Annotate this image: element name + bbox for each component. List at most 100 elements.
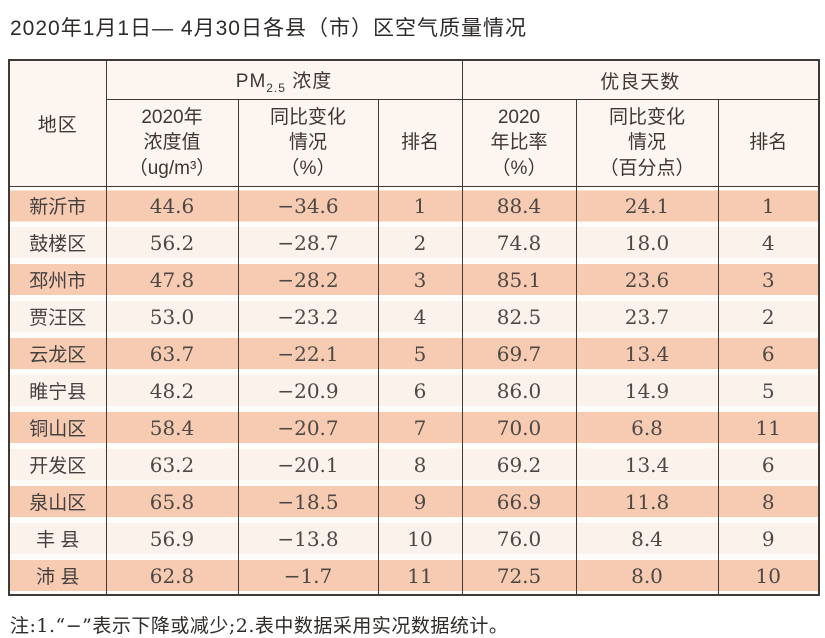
- cell-gd-change: 23.6: [575, 261, 718, 298]
- header-pm-change: 同比变化 情况 （%）: [237, 99, 379, 187]
- cell-region: 开发区: [9, 446, 106, 483]
- cell-pm-change: −1.7: [237, 557, 378, 595]
- table-row: 邳州市 47.8 −28.2 3 85.1 23.6 3: [9, 261, 820, 298]
- cell-pm-change: −23.2: [237, 298, 378, 335]
- cell-region: 新沂市: [9, 186, 106, 224]
- header-gd-change: 同比变化 情况 （百分点）: [575, 99, 719, 187]
- cell-pm-change: −34.6: [237, 186, 378, 224]
- header-good-days-group: 优良天数: [461, 59, 820, 100]
- cell-gd-change: 13.4: [575, 335, 718, 372]
- cell-pm-value: 47.8: [105, 261, 238, 298]
- cell-region: 贾汪区: [9, 298, 106, 335]
- header-pm-value: 2020年 浓度值 （ug/m³）: [105, 99, 239, 187]
- cell-pm-value: 48.2: [105, 372, 238, 409]
- cell-gd-rate: 85.1: [461, 261, 576, 298]
- table-row: 沛 县 62.8 −1.7 11 72.5 8.0 10: [9, 557, 820, 595]
- cell-gd-change: 13.4: [575, 446, 718, 483]
- cell-gd-rate: 76.0: [461, 520, 576, 557]
- table-row: 新沂市 44.6 −34.6 1 88.4 24.1 1: [9, 186, 820, 224]
- table-row: 开发区 63.2 −20.1 8 69.2 13.4 6: [9, 446, 820, 483]
- header-pm-rank: 排名: [377, 99, 463, 187]
- cell-gd-rate: 82.5: [461, 298, 576, 335]
- cell-gd-change: 24.1: [575, 186, 718, 224]
- cell-pm-change: −20.7: [237, 409, 378, 446]
- cell-region: 睢宁县: [9, 372, 106, 409]
- cell-gd-rank: 11: [717, 409, 820, 446]
- cell-region: 泉山区: [9, 483, 106, 520]
- cell-region: 云龙区: [9, 335, 106, 372]
- cell-gd-rate: 74.8: [461, 224, 576, 261]
- table-row: 丰 县 56.9 −13.8 10 76.0 8.4 9: [9, 520, 820, 557]
- cell-pm-value: 56.9: [105, 520, 238, 557]
- table-row: 贾汪区 53.0 −23.2 4 82.5 23.7 2: [9, 298, 820, 335]
- cell-pm-value: 56.2: [105, 224, 238, 261]
- cell-gd-rank: 6: [717, 446, 820, 483]
- table-row: 鼓楼区 56.2 −28.7 2 74.8 18.0 4: [9, 224, 820, 261]
- cell-pm-rank: 3: [377, 261, 462, 298]
- cell-pm-value: 53.0: [105, 298, 238, 335]
- cell-gd-change: 18.0: [575, 224, 718, 261]
- cell-pm-rank: 4: [377, 298, 462, 335]
- cell-gd-rate: 72.5: [461, 557, 576, 595]
- air-quality-table: 地区 PM2.5 浓度 优良天数 2020年 浓度值 （ug/m³） 同比变化 …: [8, 59, 821, 596]
- header-sub-row: 2020年 浓度值 （ug/m³） 同比变化 情况 （%） 排名 2020 年比…: [9, 99, 820, 187]
- header-gd-rate: 2020 年比率 （%）: [461, 99, 577, 187]
- cell-gd-rank: 5: [717, 372, 820, 409]
- table-row: 铜山区 58.4 −20.7 7 70.0 6.8 11: [9, 409, 820, 446]
- cell-gd-rank: 3: [717, 261, 820, 298]
- cell-pm-value: 63.2: [105, 446, 238, 483]
- cell-gd-rate: 66.9: [461, 483, 576, 520]
- cell-pm-value: 44.6: [105, 186, 238, 224]
- cell-gd-rate: 86.0: [461, 372, 576, 409]
- header-region: 地区: [8, 59, 107, 187]
- cell-gd-change: 23.7: [575, 298, 718, 335]
- cell-gd-rate: 69.7: [461, 335, 576, 372]
- pm-label-subscript: 2.5: [266, 80, 286, 95]
- cell-pm-rank: 2: [377, 224, 462, 261]
- cell-pm-change: −22.1: [237, 335, 378, 372]
- cell-gd-rank: 6: [717, 335, 820, 372]
- cell-gd-rank: 10: [717, 557, 820, 595]
- cell-region: 邳州市: [9, 261, 106, 298]
- cell-pm-rank: 5: [377, 335, 462, 372]
- header-gd-rank: 排名: [717, 99, 820, 187]
- cell-pm-change: −28.2: [237, 261, 378, 298]
- cell-gd-change: 14.9: [575, 372, 718, 409]
- cell-pm-value: 63.7: [105, 335, 238, 372]
- cell-pm-rank: 1: [377, 186, 462, 224]
- cell-region: 鼓楼区: [9, 224, 106, 261]
- table-row: 睢宁县 48.2 −20.9 6 86.0 14.9 5: [9, 372, 820, 409]
- cell-pm-change: −28.7: [237, 224, 378, 261]
- cell-gd-change: 11.8: [575, 483, 718, 520]
- cell-gd-rate: 69.2: [461, 446, 576, 483]
- cell-gd-rank: 8: [717, 483, 820, 520]
- table-row: 泉山区 65.8 −18.5 9 66.9 11.8 8: [9, 483, 820, 520]
- cell-region: 丰 县: [9, 520, 106, 557]
- cell-pm-rank: 9: [377, 483, 462, 520]
- cell-pm-rank: 6: [377, 372, 462, 409]
- cell-pm-change: −18.5: [237, 483, 378, 520]
- cell-gd-rank: 2: [717, 298, 820, 335]
- pm-label-suffix: 浓度: [285, 70, 333, 92]
- cell-pm-change: −20.1: [237, 446, 378, 483]
- cell-pm-value: 62.8: [105, 557, 238, 595]
- header-pm-group: PM2.5 浓度: [105, 59, 463, 100]
- page-title: 2020年1月1日— 4月30日各县（市）区空气质量情况: [10, 17, 527, 40]
- cell-pm-rank: 10: [377, 520, 462, 557]
- cell-pm-rank: 7: [377, 409, 462, 446]
- header-group-row: 地区 PM2.5 浓度 优良天数: [8, 59, 820, 187]
- table-row: 云龙区 63.7 −22.1 5 69.7 13.4 6: [9, 335, 820, 372]
- cell-region: 铜山区: [9, 409, 106, 446]
- cell-pm-value: 58.4: [105, 409, 238, 446]
- cell-pm-rank: 8: [377, 446, 462, 483]
- cell-gd-change: 8.0: [575, 557, 718, 595]
- cell-gd-rate: 70.0: [461, 409, 576, 446]
- cell-gd-rank: 1: [717, 186, 820, 224]
- cell-gd-rank: 4: [717, 224, 820, 261]
- pm-label-prefix: PM: [235, 70, 267, 92]
- cell-pm-rank: 11: [377, 557, 462, 595]
- cell-pm-change: −20.9: [237, 372, 378, 409]
- cell-pm-change: −13.8: [237, 520, 378, 557]
- footnote: 注:1.“−”表示下降或减少;2.表中数据采用实况数据统计。: [10, 615, 509, 637]
